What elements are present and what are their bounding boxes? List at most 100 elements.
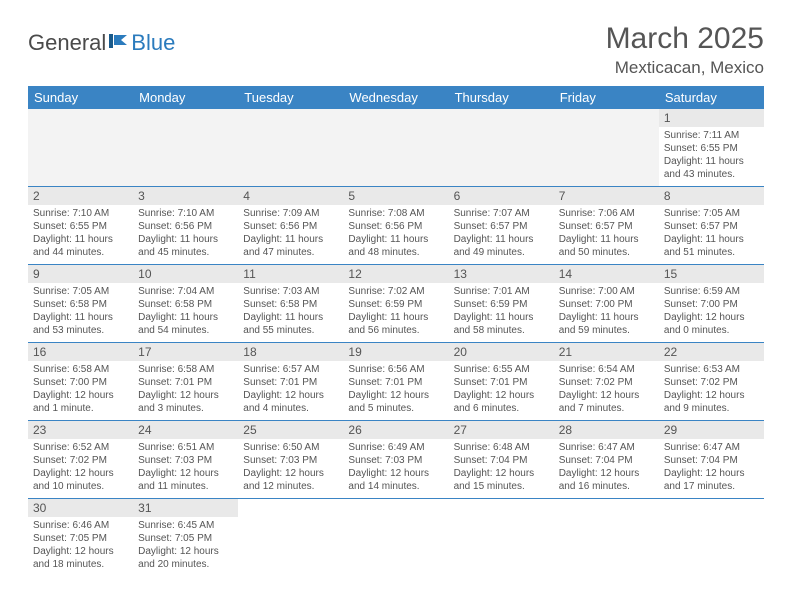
day-details: Sunrise: 6:59 AMSunset: 7:00 PMDaylight:… <box>659 283 764 343</box>
day-details: Sunrise: 6:54 AMSunset: 7:02 PMDaylight:… <box>554 361 659 421</box>
sunrise-line: Sunrise: 7:05 AM <box>33 285 128 298</box>
day-details: Sunrise: 7:10 AMSunset: 6:55 PMDaylight:… <box>28 205 133 265</box>
calendar-cell: 25Sunrise: 6:50 AMSunset: 7:03 PMDayligh… <box>238 421 343 499</box>
sunrise-line: Sunrise: 6:58 AM <box>138 363 233 376</box>
day-details: Sunrise: 6:53 AMSunset: 7:02 PMDaylight:… <box>659 361 764 421</box>
empty-cell <box>238 499 343 577</box>
daylight-line: Daylight: 11 hours and 47 minutes. <box>243 233 338 259</box>
sunset-line: Sunset: 6:56 PM <box>348 220 443 233</box>
calendar-cell <box>343 109 448 187</box>
calendar-cell: 8Sunrise: 7:05 AMSunset: 6:57 PMDaylight… <box>659 187 764 265</box>
sunrise-line: Sunrise: 7:01 AM <box>454 285 549 298</box>
sunrise-line: Sunrise: 7:02 AM <box>348 285 443 298</box>
calendar-cell: 14Sunrise: 7:00 AMSunset: 7:00 PMDayligh… <box>554 265 659 343</box>
day-number: 23 <box>28 421 133 439</box>
sunset-line: Sunset: 7:02 PM <box>559 376 654 389</box>
day-number: 1 <box>659 109 764 127</box>
day-details: Sunrise: 7:03 AMSunset: 6:58 PMDaylight:… <box>238 283 343 343</box>
empty-cell <box>554 499 659 577</box>
daylight-line: Daylight: 12 hours and 1 minute. <box>33 389 128 415</box>
calendar-cell <box>449 499 554 577</box>
calendar-cell: 3Sunrise: 7:10 AMSunset: 6:56 PMDaylight… <box>133 187 238 265</box>
calendar-cell: 29Sunrise: 6:47 AMSunset: 7:04 PMDayligh… <box>659 421 764 499</box>
daylight-line: Daylight: 12 hours and 18 minutes. <box>33 545 128 571</box>
daylight-line: Daylight: 12 hours and 10 minutes. <box>33 467 128 493</box>
calendar-cell: 24Sunrise: 6:51 AMSunset: 7:03 PMDayligh… <box>133 421 238 499</box>
day-details: Sunrise: 6:45 AMSunset: 7:05 PMDaylight:… <box>133 517 238 577</box>
calendar-header-row: SundayMondayTuesdayWednesdayThursdayFrid… <box>28 86 764 109</box>
sunset-line: Sunset: 6:55 PM <box>33 220 128 233</box>
sunset-line: Sunset: 7:00 PM <box>664 298 759 311</box>
header: General Blue March 2025 Mexticacan, Mexi… <box>28 22 764 78</box>
sunrise-line: Sunrise: 7:07 AM <box>454 207 549 220</box>
calendar-cell: 2Sunrise: 7:10 AMSunset: 6:55 PMDaylight… <box>28 187 133 265</box>
sunset-line: Sunset: 7:01 PM <box>348 376 443 389</box>
day-details: Sunrise: 7:01 AMSunset: 6:59 PMDaylight:… <box>449 283 554 343</box>
calendar-row: 30Sunrise: 6:46 AMSunset: 7:05 PMDayligh… <box>28 499 764 577</box>
sunset-line: Sunset: 6:57 PM <box>559 220 654 233</box>
sunrise-line: Sunrise: 6:56 AM <box>348 363 443 376</box>
sunrise-line: Sunrise: 6:47 AM <box>664 441 759 454</box>
month-title: March 2025 <box>606 22 764 56</box>
day-number: 27 <box>449 421 554 439</box>
sunset-line: Sunset: 6:59 PM <box>454 298 549 311</box>
empty-cell <box>659 499 764 577</box>
sunset-line: Sunset: 6:58 PM <box>243 298 338 311</box>
day-details: Sunrise: 7:07 AMSunset: 6:57 PMDaylight:… <box>449 205 554 265</box>
calendar-row: 9Sunrise: 7:05 AMSunset: 6:58 PMDaylight… <box>28 265 764 343</box>
daylight-line: Daylight: 11 hours and 48 minutes. <box>348 233 443 259</box>
day-number: 10 <box>133 265 238 283</box>
day-number: 31 <box>133 499 238 517</box>
day-details: Sunrise: 6:52 AMSunset: 7:02 PMDaylight:… <box>28 439 133 499</box>
day-details: Sunrise: 7:05 AMSunset: 6:58 PMDaylight:… <box>28 283 133 343</box>
calendar-cell: 28Sunrise: 6:47 AMSunset: 7:04 PMDayligh… <box>554 421 659 499</box>
calendar-cell <box>659 499 764 577</box>
day-number: 13 <box>449 265 554 283</box>
sunrise-line: Sunrise: 6:53 AM <box>664 363 759 376</box>
sunset-line: Sunset: 6:56 PM <box>138 220 233 233</box>
sunrise-line: Sunrise: 7:08 AM <box>348 207 443 220</box>
calendar-cell: 26Sunrise: 6:49 AMSunset: 7:03 PMDayligh… <box>343 421 448 499</box>
sunset-line: Sunset: 6:58 PM <box>33 298 128 311</box>
calendar-cell: 21Sunrise: 6:54 AMSunset: 7:02 PMDayligh… <box>554 343 659 421</box>
calendar-cell <box>554 109 659 187</box>
weekday-header: Monday <box>133 86 238 109</box>
calendar-cell: 12Sunrise: 7:02 AMSunset: 6:59 PMDayligh… <box>343 265 448 343</box>
weekday-header: Thursday <box>449 86 554 109</box>
day-number: 24 <box>133 421 238 439</box>
sunset-line: Sunset: 7:01 PM <box>454 376 549 389</box>
sunset-line: Sunset: 7:01 PM <box>138 376 233 389</box>
day-details: Sunrise: 7:00 AMSunset: 7:00 PMDaylight:… <box>554 283 659 343</box>
day-number: 2 <box>28 187 133 205</box>
sunrise-line: Sunrise: 7:06 AM <box>559 207 654 220</box>
day-details: Sunrise: 6:48 AMSunset: 7:04 PMDaylight:… <box>449 439 554 499</box>
calendar-table: SundayMondayTuesdayWednesdayThursdayFrid… <box>28 86 764 577</box>
sunset-line: Sunset: 7:01 PM <box>243 376 338 389</box>
day-number: 22 <box>659 343 764 361</box>
day-number: 30 <box>28 499 133 517</box>
empty-cell <box>343 499 448 577</box>
calendar-cell: 10Sunrise: 7:04 AMSunset: 6:58 PMDayligh… <box>133 265 238 343</box>
daylight-line: Daylight: 12 hours and 12 minutes. <box>243 467 338 493</box>
day-details: Sunrise: 7:10 AMSunset: 6:56 PMDaylight:… <box>133 205 238 265</box>
daylight-line: Daylight: 12 hours and 0 minutes. <box>664 311 759 337</box>
day-number: 17 <box>133 343 238 361</box>
sunrise-line: Sunrise: 7:04 AM <box>138 285 233 298</box>
sunset-line: Sunset: 7:05 PM <box>33 532 128 545</box>
sunrise-line: Sunrise: 6:55 AM <box>454 363 549 376</box>
sunrise-line: Sunrise: 6:59 AM <box>664 285 759 298</box>
day-number: 4 <box>238 187 343 205</box>
day-number: 21 <box>554 343 659 361</box>
sunrise-line: Sunrise: 7:10 AM <box>138 207 233 220</box>
weekday-header: Sunday <box>28 86 133 109</box>
day-number: 9 <box>28 265 133 283</box>
empty-cell <box>28 109 133 187</box>
day-details: Sunrise: 6:58 AMSunset: 7:01 PMDaylight:… <box>133 361 238 421</box>
day-number: 15 <box>659 265 764 283</box>
sunrise-line: Sunrise: 7:05 AM <box>664 207 759 220</box>
sunrise-line: Sunrise: 7:10 AM <box>33 207 128 220</box>
day-number: 29 <box>659 421 764 439</box>
calendar-cell: 18Sunrise: 6:57 AMSunset: 7:01 PMDayligh… <box>238 343 343 421</box>
daylight-line: Daylight: 12 hours and 17 minutes. <box>664 467 759 493</box>
sunset-line: Sunset: 7:04 PM <box>559 454 654 467</box>
